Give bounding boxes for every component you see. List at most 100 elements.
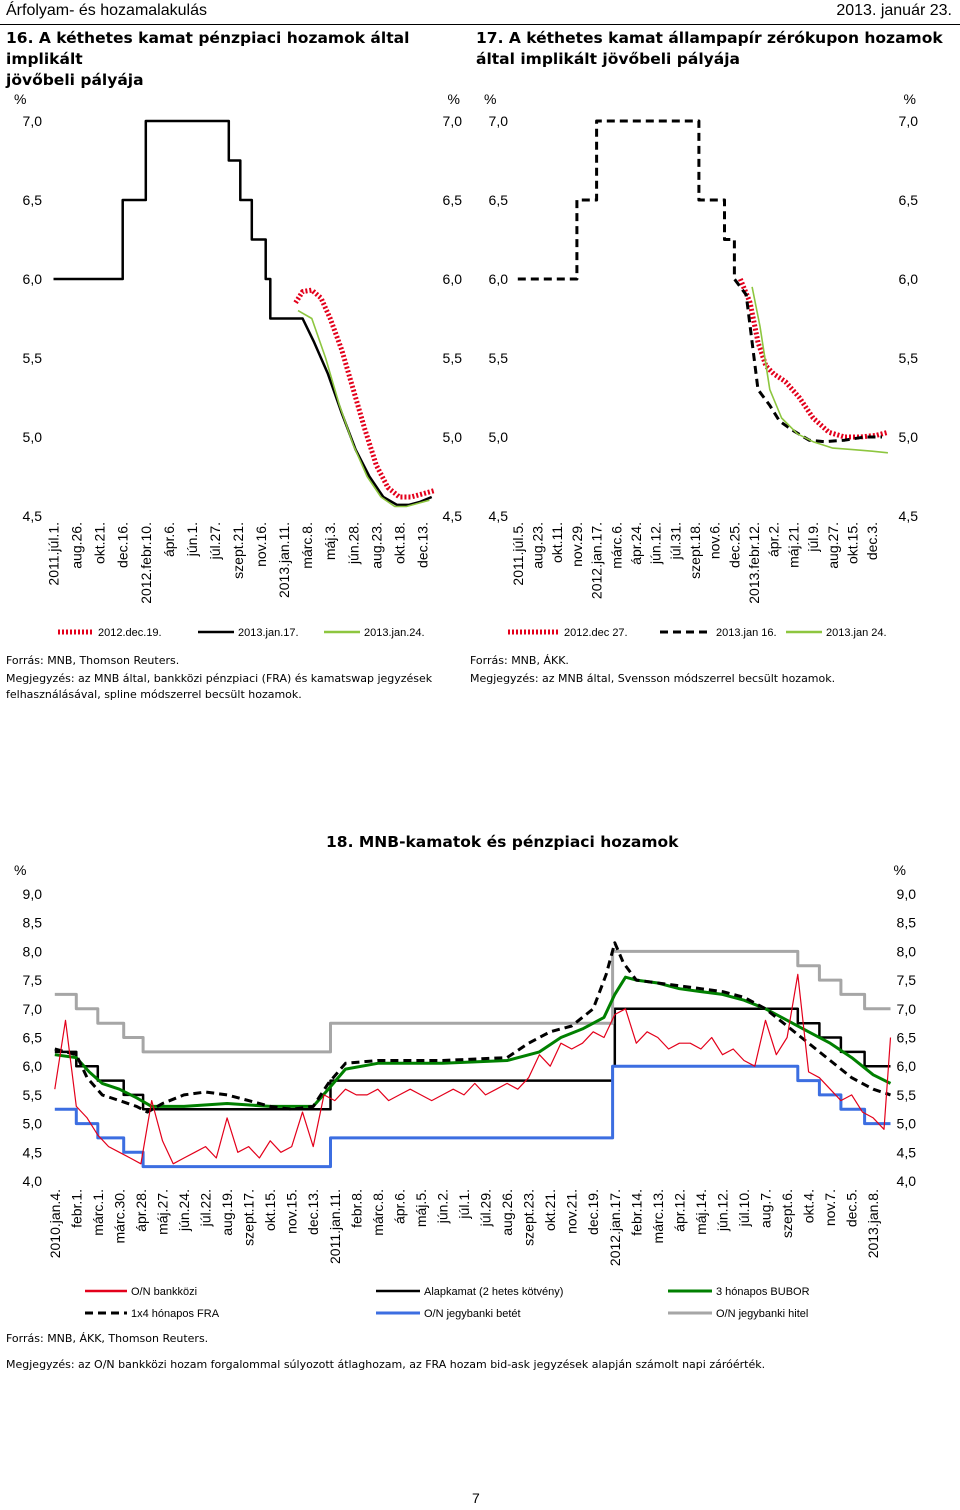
chart16-xtick-label: dec.13. (414, 522, 430, 568)
chart16-ylabel-left: % (14, 91, 26, 107)
chart17-ytick-left: 7,0 (489, 113, 509, 129)
chart17-ytick-right: 7,0 (899, 113, 919, 129)
chart18-xtick-label: okt.4. (801, 1189, 817, 1223)
chart18-ytick-right: 6,0 (897, 1058, 917, 1074)
chart18-ylabel-left: % (14, 862, 26, 878)
chart18-xtick-label: márc.30. (111, 1189, 127, 1243)
chart16-ytick-right: 5,0 (443, 429, 463, 445)
chart18-series-line (54, 975, 892, 1108)
chart17-ytick-left: 4,5 (489, 508, 509, 524)
chart16-ylabel-right: % (448, 91, 460, 107)
chart16-note-line1: Megjegyzés: az MNB által, bankközi pénzp… (6, 672, 433, 685)
chart18-ytick-left: 5,0 (23, 1116, 43, 1132)
chart18-xtick-label: febr.8. (348, 1189, 364, 1228)
chart16-xtick-label: nov.16. (253, 522, 269, 567)
chart16-xtick-label: jún.1. (184, 522, 200, 557)
chart17-xtick-label: 2012.jan.17. (589, 522, 605, 599)
chart17-title-line1: 17. A kéthetes kamat állampapír zérókupo… (476, 29, 943, 47)
chart16-ytick-left: 5,5 (23, 350, 43, 366)
chart18-ytick-left: 6,5 (23, 1030, 43, 1046)
chart18-series-line (54, 1064, 891, 1169)
chart17-xtick-label: aug.27. (825, 522, 841, 569)
chart17-xtick-label: 2011.júl.5. (510, 522, 526, 586)
chart18-xtick-label: febr.1. (68, 1189, 84, 1228)
chart17-xtick-label: júl.9. (805, 522, 821, 553)
chart16-title: 16. A kéthetes kamat pénzpiaci hozamok á… (6, 28, 476, 91)
chart17-xtick-label: aug.23. (530, 522, 546, 569)
chart18-xtick-label: 2011.jan.11. (327, 1189, 343, 1264)
chart17-title: 17. A kéthetes kamat állampapír zérókupo… (476, 28, 956, 70)
chart17-series-line (517, 119, 882, 444)
chart18-ytick-left: 5,5 (23, 1087, 43, 1103)
chart18-xtick-label: júl.10. (736, 1189, 752, 1227)
chart16-ytick-left: 4,5 (23, 508, 43, 524)
chart16-note-line2: felhasználásával, spline módszerrel becs… (6, 688, 302, 701)
chart18-legend-label: Alapkamat (2 hetes kötvény) (424, 1286, 563, 1298)
chart16-xtick-label: ápr.6. (161, 522, 177, 557)
chart18-xtick-label: jún.2. (434, 1189, 450, 1224)
chart18-xtick-label: okt.21. (542, 1189, 558, 1231)
chart18-xtick-label: 2012.jan.17. (607, 1189, 623, 1266)
chart16-xtick-label: 2011.júl.1. (46, 522, 62, 586)
chart17-xtick-label: okt.15. (844, 522, 860, 564)
chart18-xtick-label: máj.27. (154, 1189, 170, 1235)
chart16-ytick-right: 7,0 (443, 113, 463, 129)
chart18-ytick-right: 9,0 (897, 886, 917, 902)
chart17-xtick-label: nov.29. (569, 522, 585, 567)
chart16-ytick-right: 5,5 (443, 350, 463, 366)
chart18-xtick-label: ápr.28. (133, 1189, 149, 1232)
chart18-ylabel-right: % (894, 862, 906, 878)
header-divider (0, 24, 960, 25)
chart16-title-line2: jövőbeli pályája (6, 71, 144, 89)
chart18-xtick-label: 2010.jan.4. (47, 1189, 63, 1258)
chart17-xtick-label: máj.21. (785, 522, 801, 568)
chart17-ytick-right: 5,5 (899, 350, 919, 366)
chart16-xtick-label: júl.27. (207, 522, 223, 560)
chart18-note-line1: Megjegyzés: az O/N bankközi hozam forgal… (6, 1358, 766, 1371)
chart18-ytick-left: 4,5 (23, 1144, 43, 1160)
chart17-legend-label: 2013.jan 24. (826, 627, 887, 639)
chart18-ytick-right: 5,5 (897, 1087, 917, 1103)
chart18-ytick-right: 8,5 (897, 915, 917, 931)
chart18-series-line (54, 941, 891, 1114)
chart18-xtick-label: szept.17. (241, 1189, 257, 1246)
chart17-ytick-left: 5,5 (489, 350, 509, 366)
chart18-xtick-label: jún.12. (714, 1189, 730, 1232)
chart17-ylabel-left: % (484, 91, 496, 107)
chart18-xtick-label: máj.14. (693, 1189, 709, 1235)
chart16-ytick-left: 5,0 (23, 429, 43, 445)
chart16-xtick-label: jún.28. (345, 522, 361, 565)
chart16-series-line (53, 119, 433, 507)
chart17-xtick-label: ápr.2. (766, 522, 782, 557)
chart16-xtick-label: 2013.jan.11. (276, 522, 292, 598)
chart17-xtick-label: ápr.24. (628, 522, 644, 565)
chart17-xtick-label: szept.18. (687, 522, 703, 579)
chart16-ytick-left: 7,0 (23, 113, 43, 129)
chart17-xtick-label: dec.25. (726, 522, 742, 568)
chart17-series-line (751, 286, 888, 454)
chart16-source: Forrás: MNB, Thomson Reuters. (6, 654, 180, 667)
chart18-ytick-right: 7,5 (897, 972, 917, 988)
chart18-xtick-label: júl.22. (198, 1189, 214, 1227)
chart16-plot: % %7,0 7,06,5 6,56,0 6,05,5 5,55,0 5,04,5 4,520… (14, 91, 463, 639)
chart18-ytick-left: 8,5 (23, 915, 43, 931)
chart16-legend-label: 2013.jan.17. (238, 627, 299, 639)
chart17-ylabel-right: % (904, 91, 916, 107)
chart16-xtick-label: aug.23. (368, 522, 384, 569)
chart16-ytick-left: 6,0 (23, 271, 43, 287)
chart18-xtick-label: márc.8. (370, 1189, 386, 1236)
chart17-xtick-label: dec.3. (864, 522, 880, 560)
chart18-series-line (54, 949, 891, 1054)
chart18-xtick-label: dec.13. (305, 1189, 321, 1235)
chart17-ytick-left: 6,0 (489, 271, 509, 287)
chart17-plot: % %7,0 7,06,5 6,56,0 6,05,5 5,55,0 5,04,5 4,520… (484, 91, 919, 639)
chart18-xtick-label: márc.13. (650, 1189, 666, 1243)
chart16-xtick-label: aug.26. (69, 522, 85, 569)
chart17-legend-label: 2013.jan 16. (716, 627, 777, 639)
chart18-xtick-label: febr.14. (628, 1189, 644, 1236)
chart17-ytick-right: 6,5 (899, 192, 919, 208)
chart17-ytick-right: 5,0 (899, 429, 919, 445)
chart18-ytick-left: 6,0 (23, 1058, 43, 1074)
chart18-xtick-label: júl.29. (478, 1189, 494, 1227)
chart17-ytick-left: 5,0 (489, 429, 509, 445)
